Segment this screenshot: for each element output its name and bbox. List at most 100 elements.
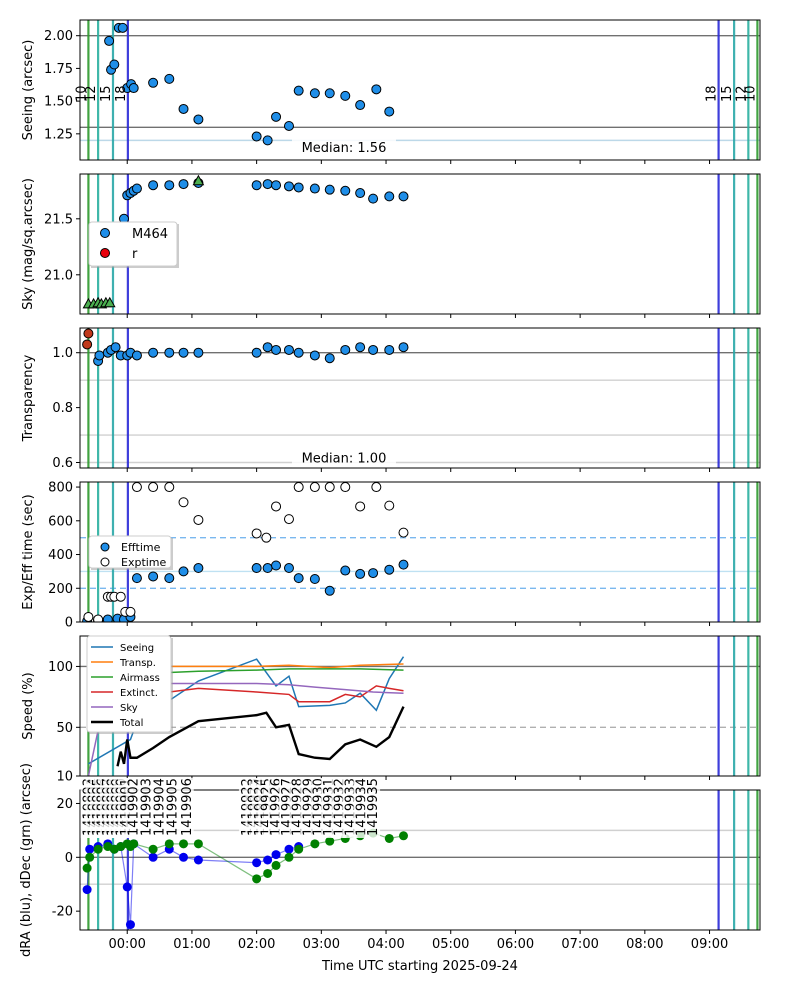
- twilight-label: 12: [734, 85, 749, 102]
- legend-label: r: [132, 247, 138, 262]
- x-tick-label: 07:00: [561, 937, 598, 952]
- data-point: [284, 844, 294, 854]
- series-line-total: [116, 706, 405, 767]
- panel-frame: [79, 635, 761, 777]
- data-point: [384, 564, 395, 575]
- y-tick-label: 2.00: [44, 29, 73, 44]
- data-point: [293, 85, 304, 96]
- data-point: [309, 350, 320, 361]
- legend: Seeing Transp. Airmass Extinct. Sky Total: [86, 635, 173, 734]
- exposure-id-bg: [125, 778, 141, 838]
- data-point: [109, 59, 120, 70]
- data-point: [148, 180, 159, 191]
- data-point: [125, 920, 135, 930]
- data-point: [324, 184, 335, 195]
- data-point: [309, 482, 320, 493]
- median-box: [291, 447, 396, 468]
- twilight-label: 18: [114, 85, 129, 102]
- data-point: [164, 347, 175, 358]
- panel-plot-area: [80, 20, 760, 160]
- data-point: [252, 858, 262, 868]
- data-point: [179, 839, 189, 849]
- data-point: [148, 482, 159, 493]
- data-point: [193, 563, 204, 574]
- data-point: [125, 606, 136, 617]
- panel-sky: 21.0 21.5 Sky (mag/sq.arcsec) M464 r: [21, 173, 761, 318]
- x-tick-label: 00:00: [108, 937, 145, 952]
- data-point: [324, 88, 335, 99]
- data-point: [178, 347, 189, 358]
- data-point: [164, 482, 175, 493]
- data-point: [251, 528, 262, 539]
- data-point: [398, 527, 409, 538]
- data-point: [399, 831, 409, 841]
- data-point: [193, 855, 203, 865]
- data-point: [384, 191, 395, 202]
- y-tick-label: 10: [56, 770, 73, 785]
- y-tick-label: 600: [48, 514, 73, 529]
- data-point: [93, 844, 103, 854]
- data-point: [148, 347, 159, 358]
- median-label: Median: 1.56: [302, 141, 387, 156]
- data-point: [252, 874, 262, 884]
- y-axis-label: Sky (mag/sq.arcsec): [21, 178, 36, 310]
- panel-plot-area: [80, 482, 760, 622]
- data-point: [271, 850, 281, 860]
- legend-label: Total: [119, 718, 143, 729]
- data-point: [128, 83, 139, 94]
- data-point: [117, 22, 128, 33]
- panel-frame: [79, 481, 761, 623]
- x-tick-label: 03:00: [303, 937, 340, 952]
- exposure-id-bg: [365, 778, 381, 838]
- data-point: [384, 500, 395, 511]
- data-point: [325, 836, 335, 846]
- data-point: [324, 353, 335, 364]
- panel-plot-area: [80, 636, 760, 776]
- data-point: [193, 839, 203, 849]
- data-point: [384, 344, 395, 355]
- y-axis-label: dRA (blu), dDec (grn) (arcsec): [19, 763, 34, 957]
- legend-label: Extinct.: [120, 688, 158, 699]
- y-tick-label: 1.50: [44, 95, 73, 110]
- data-point: [164, 180, 175, 191]
- data-point: [85, 852, 95, 862]
- twilight-label: 15: [99, 85, 114, 102]
- y-tick-label: 0: [65, 616, 73, 631]
- data-point: [261, 532, 272, 543]
- data-point: [131, 482, 142, 493]
- y-tick-label: 20: [56, 797, 73, 812]
- data-point: [193, 514, 204, 525]
- data-point: [355, 188, 366, 199]
- data-point: [178, 103, 189, 114]
- data-point: [271, 180, 282, 191]
- twilight-label: 18: [705, 85, 720, 102]
- x-tick-label: 01:00: [173, 937, 210, 952]
- exposure-id-label: 1419902: [127, 778, 142, 836]
- legend-label: Efftime: [121, 541, 161, 554]
- data-point: [398, 191, 409, 202]
- y-axis-label: Seeing (arcsec): [21, 40, 36, 141]
- data-point: [115, 591, 126, 602]
- data-point: [368, 568, 379, 579]
- data-point: [193, 347, 204, 358]
- data-point: [148, 852, 158, 862]
- x-tick-label: 08:00: [626, 937, 663, 952]
- data-point: [355, 501, 366, 512]
- data-point: [309, 88, 320, 99]
- y-tick-label: 100: [48, 660, 73, 675]
- y-tick-label: 0.6: [52, 456, 73, 471]
- x-axis-label: Time UTC starting 2025-09-24: [321, 959, 518, 974]
- data-point: [262, 342, 273, 353]
- data-point: [251, 131, 262, 142]
- legend-label: Airmass: [120, 673, 160, 684]
- y-axis-label: Exp/Eff time (sec): [21, 494, 36, 609]
- x-tick-label: 05:00: [432, 937, 469, 952]
- data-point: [271, 501, 282, 512]
- data-point: [102, 614, 113, 622]
- data-point: [368, 344, 379, 355]
- data-point: [251, 347, 262, 358]
- panel-frame: [79, 173, 761, 315]
- data-point: [251, 180, 262, 191]
- data-point: [178, 179, 189, 190]
